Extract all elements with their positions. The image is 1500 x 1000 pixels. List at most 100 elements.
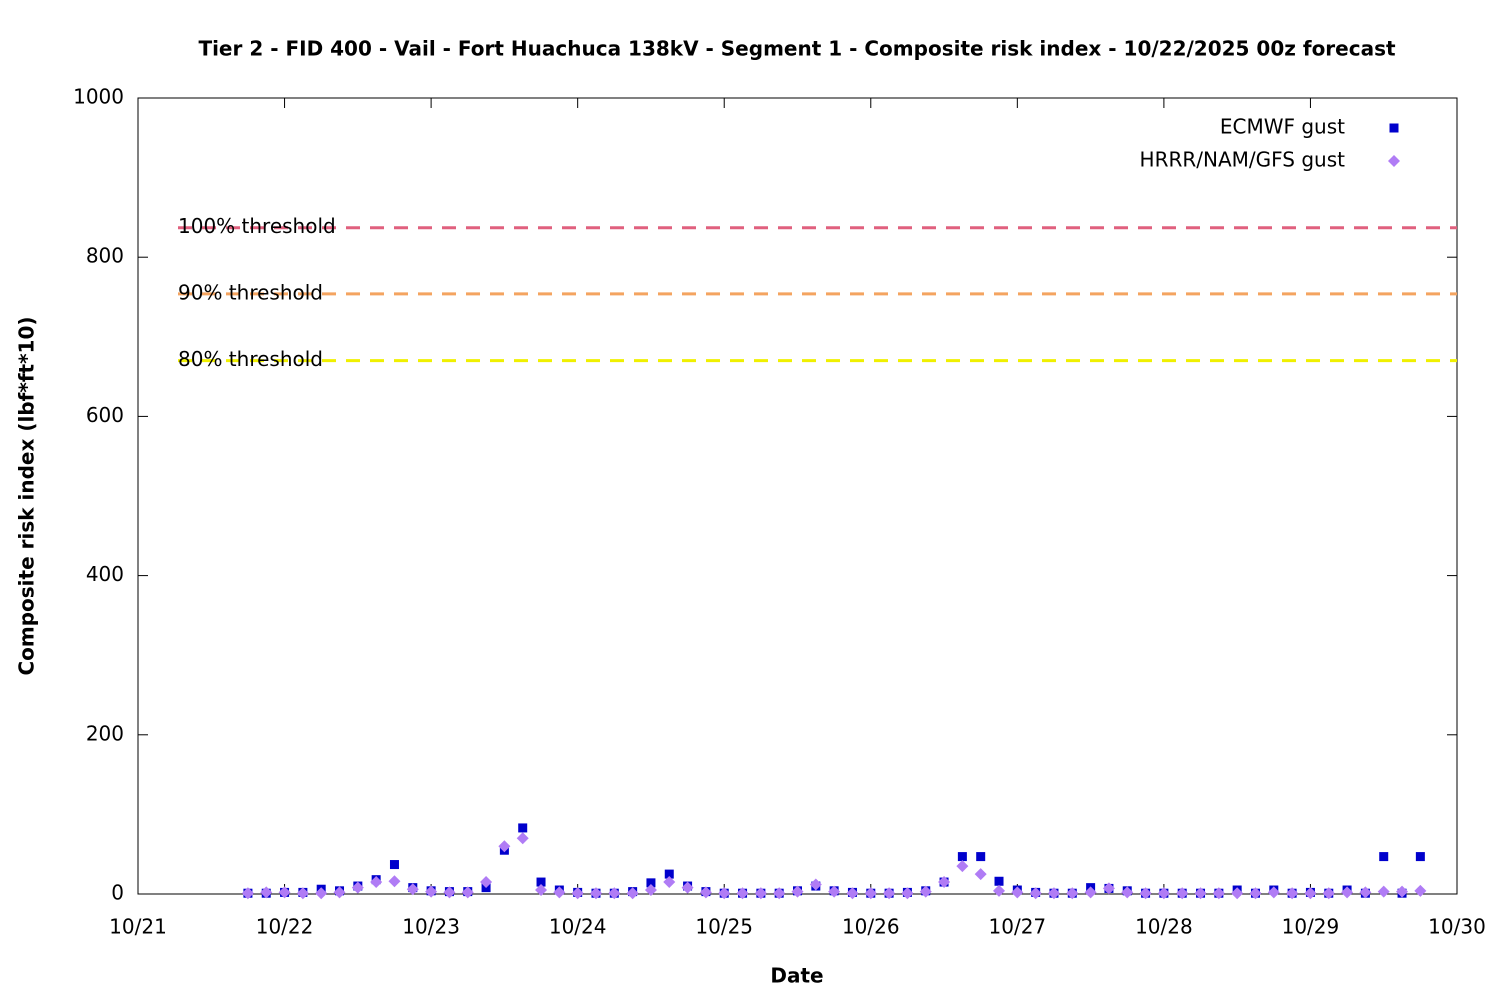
data-point <box>480 876 493 889</box>
data-point <box>791 885 804 898</box>
data-point <box>681 881 694 894</box>
data-point <box>1415 852 1425 862</box>
data-point <box>370 876 383 889</box>
data-point <box>773 887 786 900</box>
x-tick-label: 10/30 <box>1428 915 1486 939</box>
data-point <box>736 887 749 900</box>
legend-marker <box>1389 123 1399 133</box>
data-point <box>1231 887 1244 900</box>
data-point <box>1379 852 1389 862</box>
data-point <box>1249 887 1262 900</box>
data-point <box>571 887 584 900</box>
data-point <box>809 878 822 891</box>
y-tick-label: 400 <box>86 562 124 586</box>
data-point <box>1157 887 1170 900</box>
data-point <box>664 869 674 879</box>
data-point <box>993 884 1006 897</box>
data-point <box>1286 887 1299 900</box>
data-point <box>1396 885 1409 898</box>
data-point <box>389 860 399 870</box>
x-tick-label: 10/21 <box>109 915 167 939</box>
threshold-label: 90% threshold <box>178 280 323 304</box>
data-point <box>260 886 273 899</box>
data-point <box>388 875 401 888</box>
y-tick-label: 1000 <box>73 85 124 109</box>
data-point <box>1341 886 1354 899</box>
data-point <box>351 881 364 894</box>
data-point <box>461 886 474 899</box>
data-point <box>956 860 969 873</box>
data-point <box>626 887 639 900</box>
x-tick-label: 10/22 <box>256 915 314 939</box>
data-point <box>241 887 254 900</box>
x-axis-label: Date <box>770 964 823 988</box>
data-point <box>699 886 712 899</box>
data-point <box>1102 882 1115 895</box>
data-point <box>974 868 987 881</box>
data-point <box>1212 887 1225 900</box>
data-point <box>957 852 967 862</box>
data-point <box>1176 887 1189 900</box>
y-tick-label: 0 <box>111 881 124 905</box>
data-point <box>1377 885 1390 898</box>
data-point <box>425 885 438 898</box>
data-point <box>315 887 328 900</box>
threshold-label: 80% threshold <box>178 347 323 371</box>
data-point <box>938 876 951 889</box>
y-axis-label: Composite risk index (lbf*ft*10) <box>15 316 39 675</box>
x-tick-label: 10/23 <box>402 915 460 939</box>
data-point <box>1194 887 1207 900</box>
data-point <box>1084 886 1097 899</box>
data-point <box>828 885 841 898</box>
data-point <box>333 886 346 899</box>
data-point <box>1011 886 1024 899</box>
data-point <box>1029 887 1042 900</box>
plot-frame <box>137 97 1458 895</box>
data-point <box>535 884 548 897</box>
data-point <box>994 876 1004 886</box>
data-point <box>864 887 877 900</box>
data-point <box>553 886 566 899</box>
x-tick-label: 10/29 <box>1282 915 1340 939</box>
data-point <box>1359 886 1372 899</box>
y-tick-label: 600 <box>86 403 124 427</box>
data-point <box>1066 887 1079 900</box>
x-tick-label: 10/27 <box>989 915 1047 939</box>
legend-marker <box>1388 155 1400 167</box>
data-point <box>646 878 656 888</box>
threshold-label: 100% threshold <box>178 214 336 238</box>
data-point <box>1267 886 1280 899</box>
data-point <box>536 877 546 887</box>
legend-label: HRRR/NAM/GFS gust <box>1140 148 1346 172</box>
data-point <box>278 886 291 899</box>
data-point <box>443 886 456 899</box>
data-point <box>718 887 731 900</box>
data-point <box>754 887 767 900</box>
data-point <box>518 823 528 833</box>
data-point <box>1139 887 1152 900</box>
data-point <box>1047 887 1060 900</box>
chart-title: Tier 2 - FID 400 - Vail - Fort Huachuca … <box>198 37 1396 61</box>
data-point <box>516 832 529 845</box>
data-point <box>296 887 309 900</box>
data-point <box>1414 884 1427 897</box>
data-point <box>883 887 896 900</box>
x-tick-label: 10/28 <box>1135 915 1193 939</box>
data-point <box>608 887 621 900</box>
x-tick-label: 10/25 <box>695 915 753 939</box>
data-point <box>901 887 914 900</box>
x-tick-label: 10/26 <box>842 915 900 939</box>
data-point <box>406 883 419 896</box>
data-point <box>976 852 986 862</box>
data-point <box>1322 887 1335 900</box>
data-point <box>589 887 602 900</box>
data-point <box>1121 886 1134 899</box>
data-point <box>919 885 932 898</box>
legend-label: ECMWF gust <box>1220 115 1345 139</box>
data-point <box>644 884 657 897</box>
data-point <box>1304 887 1317 900</box>
x-tick-label: 10/24 <box>549 915 607 939</box>
data-point <box>663 876 676 889</box>
